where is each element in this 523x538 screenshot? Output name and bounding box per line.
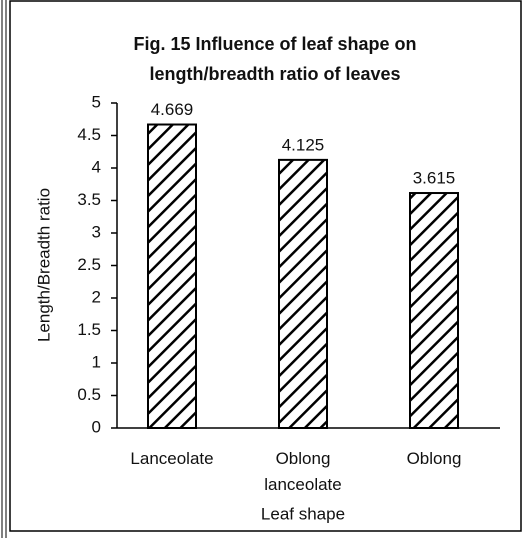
x-tick-label: Lanceolate bbox=[130, 449, 214, 468]
value-label: 3.615 bbox=[413, 169, 456, 188]
y-tick-label: 3.5 bbox=[77, 190, 101, 209]
y-tick-label: 5 bbox=[92, 92, 101, 111]
x-tick-label-box: Oblong bbox=[406, 449, 462, 468]
x-axis-label: Leaf shape bbox=[261, 504, 345, 523]
x-tick-label: Oblong lanceolate bbox=[264, 449, 342, 494]
bar bbox=[147, 123, 197, 429]
y-tick-label: 2.5 bbox=[77, 255, 101, 274]
x-tick-label-box: Lanceolate bbox=[130, 449, 214, 468]
value-label: 4.669 bbox=[151, 100, 194, 119]
value-label: 4.125 bbox=[282, 135, 325, 154]
bar bbox=[278, 158, 328, 429]
x-tick-label: Oblong bbox=[406, 449, 462, 468]
y-axis-label: Length/Breadth ratio bbox=[34, 188, 53, 342]
y-tick-label: 0.5 bbox=[77, 385, 101, 404]
x-tick-label-box: Oblong lanceolate bbox=[264, 449, 342, 494]
y-tick-label: 4.5 bbox=[77, 125, 101, 144]
y-tick-label: 4 bbox=[92, 157, 101, 176]
y-tick-label: 0 bbox=[92, 417, 101, 436]
bar bbox=[409, 192, 459, 429]
chart-title: length/breadth ratio of leaves bbox=[149, 64, 400, 84]
chart-border bbox=[9, 0, 522, 532]
y-tick-label: 1 bbox=[92, 352, 101, 371]
y-tick-label: 3 bbox=[92, 222, 101, 241]
chart-title: Fig. 15 Influence of leaf shape on bbox=[133, 34, 416, 54]
y-tick-label: 1.5 bbox=[77, 320, 101, 339]
y-tick-label: 2 bbox=[92, 287, 101, 306]
